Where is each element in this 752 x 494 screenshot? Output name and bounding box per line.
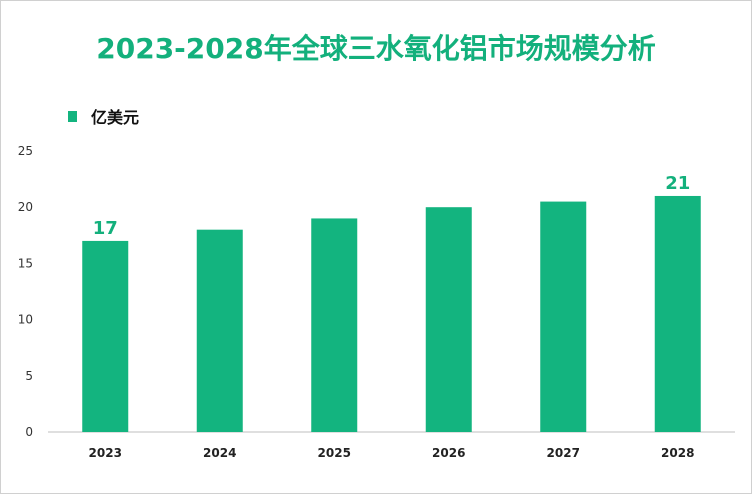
y-axis-ticks: 0 5 10 15 20 25 <box>18 144 33 439</box>
bar-2026 <box>425 207 472 432</box>
x-tick-label: 2026 <box>432 446 465 460</box>
x-tick-label: 2025 <box>318 446 351 460</box>
data-label-2028: 21 <box>665 173 690 194</box>
legend: 亿美元 <box>68 104 139 128</box>
x-tick-label: 2027 <box>547 446 580 460</box>
legend-swatch <box>68 110 77 122</box>
bar-2024 <box>196 229 243 432</box>
x-tick-label: 2028 <box>661 446 694 460</box>
legend-label: 亿美元 <box>91 108 140 127</box>
x-axis-labels: 2023 2024 2025 2026 2027 2028 <box>89 446 695 460</box>
y-tick-label: 10 <box>18 313 33 327</box>
bar-2023 <box>82 240 129 432</box>
y-tick-label: 20 <box>18 200 33 214</box>
bar-2027 <box>540 201 587 432</box>
y-tick-label: 15 <box>18 256 33 270</box>
data-label-2023: 17 <box>93 218 118 239</box>
x-tick-label: 2023 <box>89 446 122 460</box>
bars <box>82 195 701 432</box>
y-tick-label: 25 <box>18 144 33 158</box>
y-tick-label: 5 <box>25 369 33 383</box>
y-tick-label: 0 <box>25 425 33 439</box>
bar-2028 <box>654 195 701 432</box>
bar-2025 <box>311 218 358 432</box>
x-tick-label: 2024 <box>203 446 236 460</box>
chart-title: 2023-2028年全球三水氧化铝市场规模分析 <box>96 32 656 65</box>
